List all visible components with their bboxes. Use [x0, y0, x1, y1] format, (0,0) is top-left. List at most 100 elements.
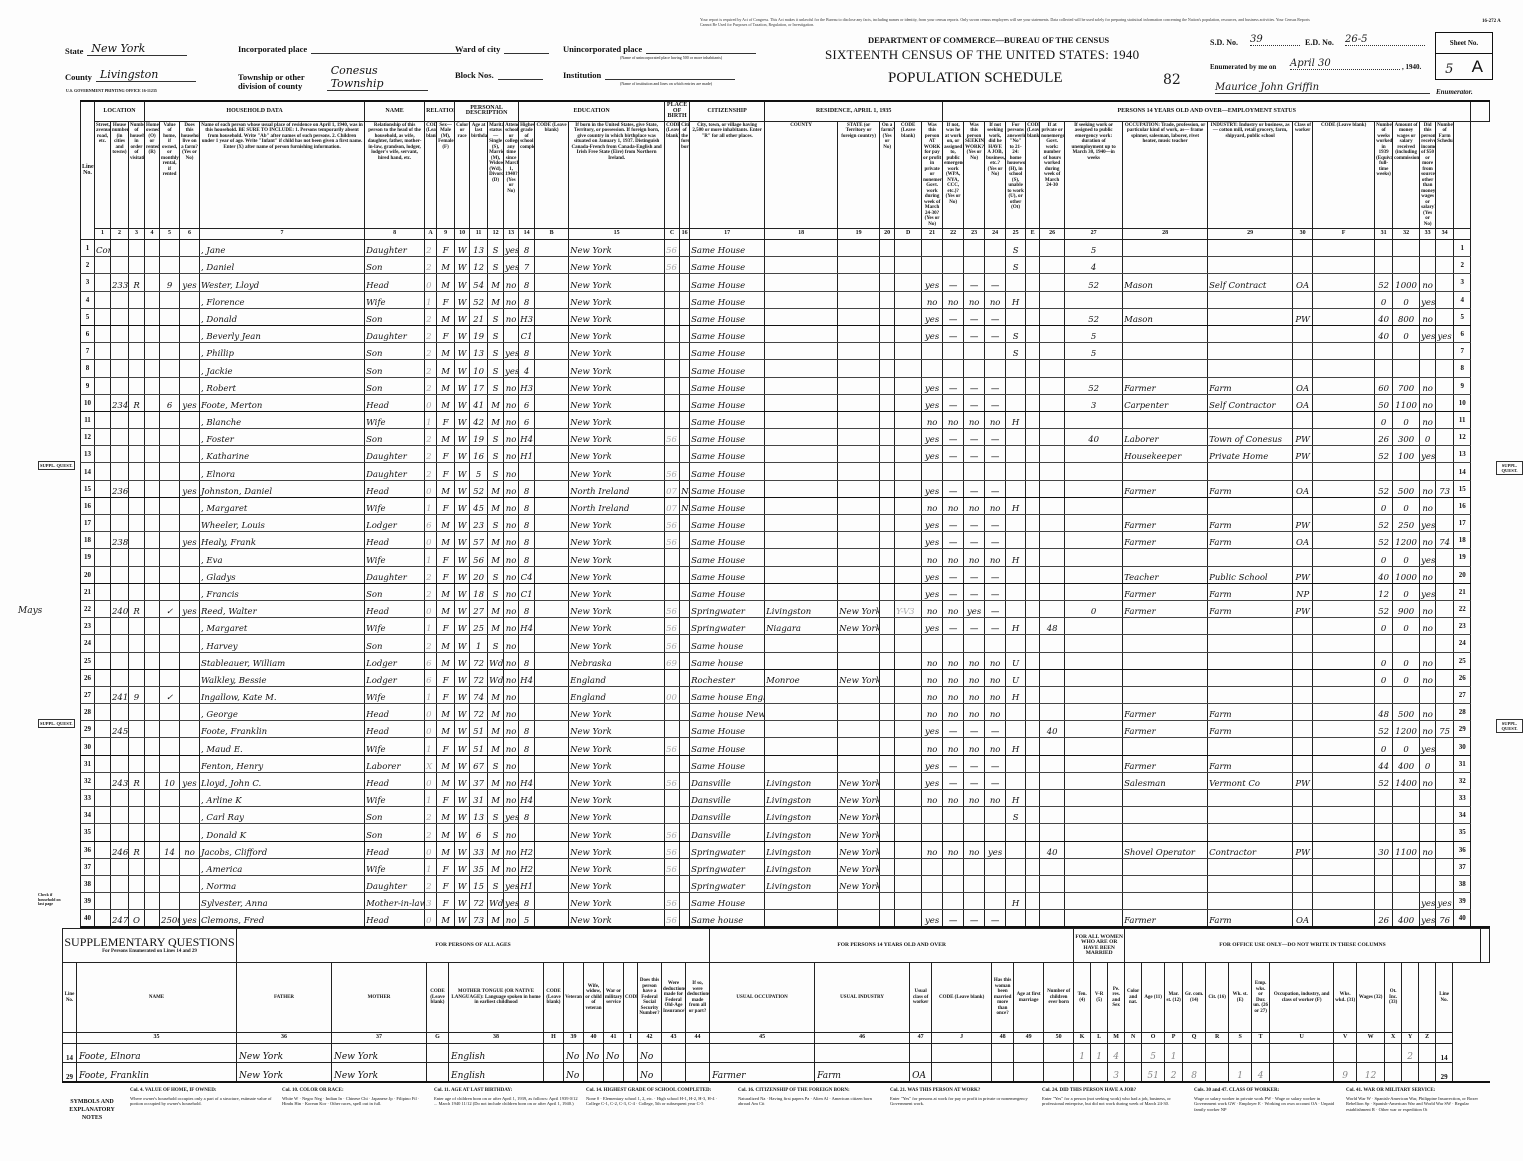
supp-number-N: N: [1124, 1032, 1143, 1044]
cell-class: [1292, 617, 1314, 636]
column-number-codeD: D: [894, 228, 923, 240]
cell-value: [159, 359, 181, 378]
supp-cell-R: [1205, 1062, 1230, 1082]
column-header-class: Class of worker: [1292, 120, 1314, 229]
cell-codeA: 1: [424, 411, 438, 430]
notes-title: SYMBOLS AND EXPLANATORY NOTES: [69, 1099, 115, 1121]
supp-header-married_more: Has this woman been married more than on…: [991, 962, 1015, 1033]
supp-cell-codeJ: [931, 1043, 993, 1063]
cell-activity: [1005, 359, 1027, 378]
cell-race: W: [454, 617, 471, 636]
cell-line_r: 29: [1453, 720, 1472, 739]
cell-farm_schedule: [1435, 789, 1455, 808]
column-description-row: Street, avenue, road, etc.House number (…: [81, 120, 1490, 229]
cell-line: 33: [80, 789, 95, 808]
cell-tenure: [144, 359, 161, 378]
cell-res_city: Same House: [689, 892, 766, 911]
cell-res_state: [837, 428, 881, 447]
cell-industry: [1207, 875, 1294, 894]
cell-occupation: Carpenter: [1122, 394, 1209, 412]
cell-res_state: [837, 325, 881, 344]
cell-line_r: 35: [1453, 823, 1472, 842]
cell-activity: [1005, 531, 1027, 550]
cell-grade: H2: [518, 841, 536, 859]
column-number-name: 7: [199, 228, 366, 240]
cell-class: PW: [1292, 600, 1314, 619]
cell-income: 1100: [1392, 394, 1421, 412]
cell-seeking: no: [963, 548, 986, 567]
cell-school: no: [503, 652, 520, 670]
supp-number-W: W: [1356, 1032, 1386, 1044]
cell-industry: [1207, 462, 1294, 481]
cell-other_income: no: [1419, 411, 1437, 430]
cell-codeC: 56: [664, 514, 681, 533]
cell-codeB: [534, 892, 570, 911]
cell-res_farm: [879, 273, 896, 292]
cell-codeD: [894, 823, 923, 842]
cell-school: yes: [503, 359, 520, 378]
cell-household: [127, 583, 146, 601]
cell-name: Walkley, Bessie: [199, 669, 366, 687]
cell-line: 13: [80, 445, 95, 464]
cell-codeF: [1312, 600, 1376, 619]
cell-industry: [1207, 308, 1294, 326]
cell-occupation: Salesman: [1122, 772, 1209, 791]
cell-birthplace: New York: [568, 583, 666, 601]
cell-house: [110, 566, 129, 584]
cell-has_job: no: [984, 789, 1007, 808]
cell-weeks_unemp: [1064, 858, 1124, 876]
column-header-name: Name of each person whose usual place of…: [199, 120, 366, 229]
cell-tenure: [144, 445, 161, 464]
cell-race: W: [454, 548, 471, 567]
cell-grade: 8: [518, 531, 536, 550]
cell-weeks_unemp: [1064, 359, 1124, 378]
column-number-value: 5: [159, 228, 181, 240]
cell-res_county: [764, 514, 839, 533]
cell-at_work: [921, 359, 944, 378]
supp-cell-codeG: [426, 1062, 449, 1082]
cell-codeF: [1312, 514, 1376, 533]
cell-farm_schedule: [1435, 823, 1455, 842]
cell-occupation: [1122, 411, 1209, 430]
cell-codeB: [534, 703, 570, 722]
cell-res_county: Livingston: [764, 806, 839, 825]
cell-at_work: [921, 256, 944, 275]
cell-occupation: [1122, 858, 1209, 876]
cell-school: no: [503, 583, 520, 601]
cell-res_farm: [879, 445, 896, 464]
supp-number-vet: 39: [563, 1032, 584, 1044]
cell-res_farm: [879, 652, 896, 670]
supp-cell-married_more: [991, 1062, 1015, 1082]
cell-tenure: [144, 875, 161, 894]
cell-at_work: no: [921, 737, 944, 756]
column-header-household: Number of household in order of visitati…: [127, 120, 146, 229]
cell-weeks: 0: [1374, 652, 1394, 670]
cell-relation: Wife: [364, 291, 426, 309]
cell-at_work: no: [921, 548, 944, 567]
cell-codeC: [664, 325, 681, 344]
cell-seeking: [963, 634, 986, 653]
cell-occupation: [1122, 823, 1209, 842]
cell-public_work: no: [942, 703, 965, 722]
cell-hours: [1039, 531, 1066, 550]
cell-codeB: [534, 411, 570, 430]
person-row: 6, Beverly Jean Daughter 2 F W 19 S C1 New York S…: [80, 325, 1490, 344]
cell-has_job: —: [984, 566, 1007, 584]
cell-class: [1292, 755, 1314, 773]
cell-citizen: [679, 703, 691, 722]
cell-codeA: 2: [424, 239, 438, 258]
column-number-codeA: A: [424, 228, 438, 240]
cell-household: [127, 239, 146, 258]
cell-line_r: 40: [1453, 909, 1472, 928]
cell-codeC: 56: [664, 239, 681, 258]
supp-number-line: [62, 1032, 77, 1044]
cell-line_r: 13: [1453, 445, 1472, 464]
cell-value: [159, 428, 181, 447]
cell-relation: Head: [364, 600, 426, 619]
cell-name: , Norma: [199, 875, 366, 894]
supp-cell-age_marriage: [1013, 1043, 1045, 1063]
supp-cell-war: [603, 1062, 624, 1082]
cell-res_city: Same house New York: [689, 703, 766, 722]
cell-name: Stableauer, William: [199, 652, 366, 670]
